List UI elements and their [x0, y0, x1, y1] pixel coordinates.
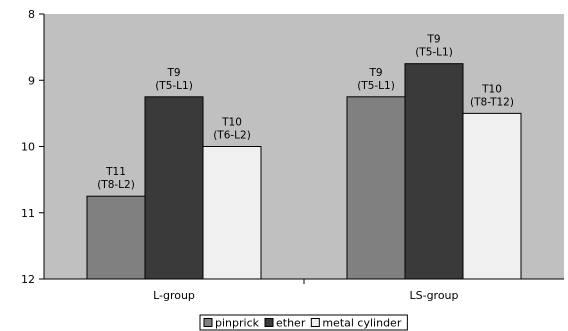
bar-metal-cylinder [462, 112, 522, 280]
legend: pinprick ether metal cylinder [199, 314, 408, 331]
bar-pinprick [86, 195, 146, 280]
bar-data-label: (T5-L1) [357, 80, 395, 92]
legend-box [199, 314, 408, 331]
bar-metal-cylinder [202, 146, 262, 280]
bar-data-label: T10 [221, 117, 242, 129]
y-tick-label: 11 [21, 207, 35, 220]
bar-data-label: T10 [481, 83, 502, 95]
bar-data-label: T9 [166, 67, 180, 79]
x-category-label: L-group [153, 289, 195, 302]
y-tick-label: 12 [21, 273, 35, 286]
bar-data-label: (T8-L2) [97, 179, 135, 191]
bar-data-label: T9 [426, 34, 440, 46]
y-tick-label: 8 [28, 8, 35, 21]
bars [86, 63, 522, 280]
bar-data-label: (T8-T12) [470, 96, 514, 108]
bar-data-label: (T5-L1) [415, 47, 453, 59]
bar-ether [404, 63, 464, 280]
bar-pinprick [346, 96, 406, 280]
bar-data-label: (T5-L1) [155, 80, 193, 92]
y-tick-label: 9 [28, 74, 35, 87]
x-category-label: LS-group [409, 289, 458, 302]
legend-label: metal cylinder [322, 317, 401, 330]
x-axis: L-group LS-group [153, 279, 459, 302]
bar-data-label: T11 [105, 166, 126, 178]
y-axis: 8 9 10 11 12 [21, 8, 44, 286]
bar-data-label: (T6-L2) [213, 130, 251, 142]
legend-swatch [264, 318, 274, 327]
legend-swatch [203, 318, 213, 327]
legend-label: pinprick [215, 317, 260, 330]
legend-swatch [310, 318, 320, 327]
legend-label: ether [276, 317, 306, 330]
bar-ether [144, 96, 204, 280]
bar-data-label: T9 [368, 67, 382, 79]
y-tick-label: 10 [21, 141, 35, 154]
data-labels: T11(T8-L2)T9(T5-L1)T9(T5-L1)T9(T5-L1)T10… [97, 34, 514, 192]
